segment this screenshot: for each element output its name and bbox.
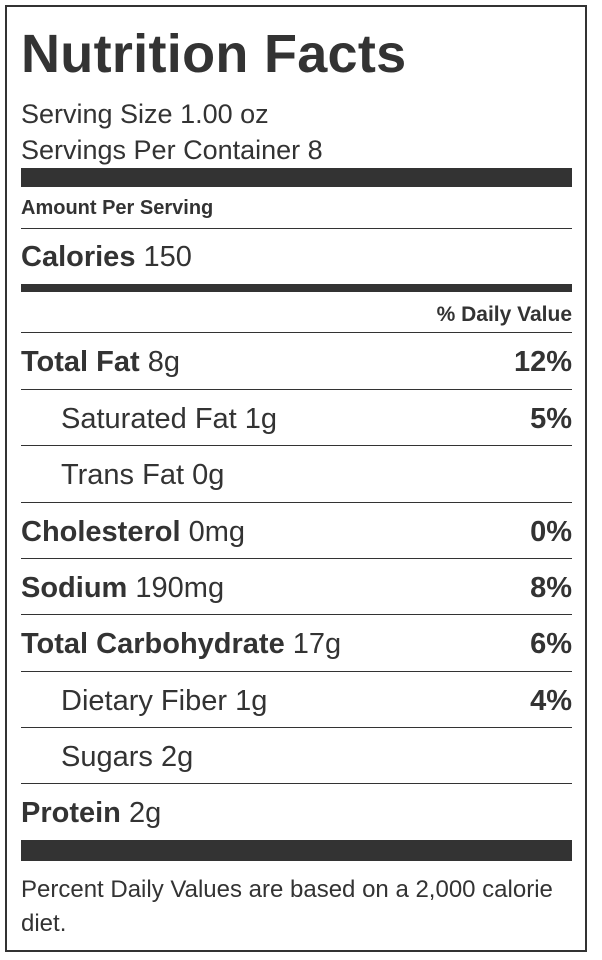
nutrient-amount: 8g: [147, 346, 181, 378]
divider: [21, 332, 572, 333]
nutrient-name: Total Carbohydrate 17g: [21, 626, 341, 662]
nutrient-name: Cholesterol 0mg: [21, 514, 245, 550]
nutrient-label: Cholesterol: [21, 516, 181, 548]
divider: [21, 727, 572, 728]
nutrient-amount: 1g: [235, 685, 268, 717]
nutrient-label: Saturated Fat: [61, 403, 237, 435]
nutrient-amount: 0g: [192, 459, 225, 491]
nutrient-amount: 0mg: [188, 516, 246, 548]
calories-label: Calories: [21, 241, 136, 273]
nutrient-amount: 17g: [292, 628, 342, 660]
calories-value: 150: [143, 241, 192, 273]
divider: [21, 614, 572, 615]
divider: [21, 671, 572, 672]
nutrient-percent: 12%: [513, 346, 572, 378]
nutrient-row-dietary-fiber: Dietary Fiber 1g 4%: [21, 672, 572, 728]
nutrient-row-trans-fat: Trans Fat 0g: [21, 446, 572, 502]
nutrient-label: Sugars: [61, 741, 153, 773]
nutrient-amount: 2g: [160, 741, 194, 773]
nutrient-name: Dietary Fiber 1g: [61, 683, 267, 719]
divider: [21, 445, 572, 446]
nutrition-facts-label: Nutrition Facts Serving Size 1.00 oz Ser…: [5, 5, 587, 952]
label-title: Nutrition Facts: [21, 24, 407, 84]
nutrient-label: Total Carbohydrate: [21, 628, 285, 660]
nutrient-label: Trans Fat: [61, 459, 185, 491]
nutrient-name: Sodium 190mg: [21, 570, 224, 606]
nutrient-percent: 6%: [530, 628, 572, 660]
nutrient-name: Saturated Fat 1g: [61, 401, 277, 437]
daily-value-header: % Daily Value: [436, 303, 572, 326]
nutrient-name: Sugars 2g: [61, 739, 193, 775]
nutrient-percent: 8%: [530, 572, 572, 604]
thick-divider-bottom: [21, 840, 572, 861]
calories-row: Calories 150: [21, 239, 192, 275]
nutrient-row-total-fat: Total Fat 8g 12%: [21, 333, 572, 389]
servings-per-container: Servings Per Container 8: [21, 135, 323, 165]
divider: [21, 783, 572, 784]
amount-per-serving: Amount Per Serving: [21, 197, 214, 219]
nutrient-name: Trans Fat 0g: [61, 457, 224, 493]
divider: [21, 558, 572, 559]
nutrient-label: Protein: [21, 797, 121, 829]
nutrient-amount: 190mg: [135, 572, 225, 604]
nutrient-percent: 5%: [530, 403, 572, 435]
divider: [21, 502, 572, 503]
nutrient-row-protein: Protein 2g: [21, 784, 572, 840]
thick-divider-top: [21, 168, 572, 187]
nutrient-row-cholesterol: Cholesterol 0mg 0%: [21, 503, 572, 559]
nutrient-row-sugars: Sugars 2g: [21, 728, 572, 784]
nutrient-label: Total Fat: [21, 346, 140, 378]
nutrient-name: Total Fat 8g: [21, 344, 180, 380]
nutrient-row-saturated-fat: Saturated Fat 1g 5%: [21, 390, 572, 446]
divider: [21, 228, 572, 229]
nutrient-percent: 4%: [530, 685, 572, 717]
nutrient-row-total-carbohydrate: Total Carbohydrate 17g 6%: [21, 615, 572, 671]
divider: [21, 389, 572, 390]
nutrient-amount: 2g: [128, 797, 162, 829]
nutrient-row-sodium: Sodium 190mg 8%: [21, 559, 572, 615]
medium-divider: [21, 284, 572, 292]
nutrient-label: Dietary Fiber: [61, 685, 227, 717]
daily-value-footnote: Percent Daily Values are based on a 2,00…: [21, 876, 553, 937]
nutrient-percent: 0%: [530, 516, 572, 548]
nutrient-label: Sodium: [21, 572, 128, 604]
nutrient-name: Protein 2g: [21, 795, 161, 831]
serving-size: Serving Size 1.00 oz: [21, 99, 269, 129]
nutrient-amount: 1g: [244, 403, 278, 435]
